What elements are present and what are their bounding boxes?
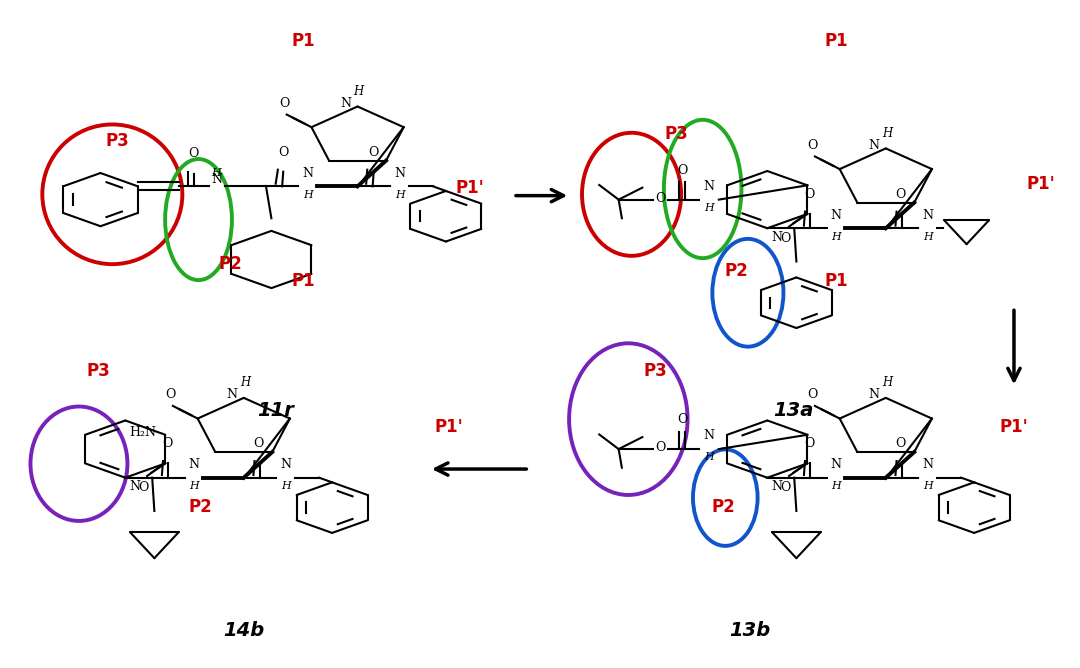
Text: H: H [353, 85, 364, 98]
Text: O: O [189, 148, 199, 160]
Text: P2: P2 [712, 498, 735, 516]
Text: N: N [130, 480, 140, 494]
Text: O: O [677, 413, 687, 426]
Text: O: O [808, 388, 818, 401]
Text: O: O [368, 146, 379, 159]
Text: N: N [394, 167, 405, 180]
Text: H: H [704, 452, 714, 462]
Text: P1': P1' [1000, 418, 1028, 436]
Text: P3: P3 [106, 132, 130, 150]
Text: O: O [781, 232, 791, 245]
Text: O: O [895, 438, 906, 450]
Text: O: O [677, 164, 687, 177]
Text: O: O [162, 438, 173, 450]
Text: O: O [805, 188, 814, 201]
Text: N: N [340, 97, 351, 110]
Text: H: H [212, 168, 221, 178]
Text: N: N [831, 208, 841, 222]
Text: N: N [227, 388, 238, 401]
Text: N: N [211, 172, 222, 186]
Text: N: N [302, 167, 313, 180]
Text: N: N [704, 180, 715, 193]
Text: 13a: 13a [773, 401, 813, 420]
Text: H: H [832, 232, 841, 242]
Text: P1: P1 [292, 272, 315, 290]
Text: H: H [881, 376, 892, 389]
Text: O: O [781, 482, 791, 494]
Text: H₂N: H₂N [130, 426, 157, 440]
Text: P3: P3 [665, 126, 689, 144]
Text: O: O [254, 438, 264, 450]
Text: N: N [189, 458, 200, 471]
Text: O: O [165, 388, 176, 401]
Text: H: H [240, 376, 249, 389]
Text: P3: P3 [644, 361, 667, 379]
Text: H: H [281, 481, 291, 491]
Text: H: H [303, 190, 313, 200]
Text: N: N [281, 458, 292, 471]
Text: O: O [280, 97, 289, 110]
Text: N: N [868, 388, 879, 401]
Text: 14b: 14b [224, 621, 265, 639]
Text: O: O [895, 188, 906, 201]
Text: H: H [832, 481, 841, 491]
Text: 11r: 11r [258, 401, 295, 420]
Text: O: O [808, 139, 818, 152]
Text: P1': P1' [456, 178, 484, 196]
Text: O: O [656, 192, 665, 205]
Text: N: N [922, 208, 933, 222]
Text: P2: P2 [189, 498, 213, 516]
Text: H: H [394, 190, 404, 200]
Text: P1': P1' [1026, 175, 1055, 193]
Text: H: H [923, 481, 933, 491]
Text: 13b: 13b [729, 621, 771, 639]
Text: H: H [923, 232, 933, 242]
Text: P3: P3 [86, 361, 110, 379]
Text: O: O [805, 438, 814, 450]
Text: H: H [881, 127, 892, 140]
Text: P1: P1 [824, 272, 848, 290]
Text: O: O [138, 482, 149, 494]
Text: P2: P2 [725, 262, 748, 280]
Text: P1: P1 [824, 32, 848, 50]
Text: N: N [771, 480, 783, 494]
Text: N: N [704, 430, 715, 442]
Text: P1: P1 [292, 32, 315, 50]
Text: N: N [922, 458, 933, 471]
Text: P2: P2 [219, 255, 243, 273]
Text: H: H [189, 481, 199, 491]
Text: N: N [771, 231, 783, 244]
Text: H: H [704, 203, 714, 213]
Text: N: N [831, 458, 841, 471]
Text: N: N [868, 138, 879, 152]
Text: P1': P1' [434, 418, 463, 436]
Text: O: O [656, 442, 665, 454]
Text: O: O [278, 146, 288, 159]
